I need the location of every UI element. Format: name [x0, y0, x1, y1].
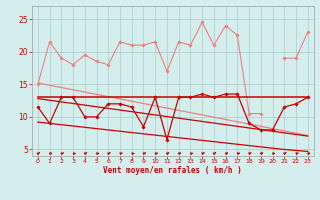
X-axis label: Vent moyen/en rafales ( km/h ): Vent moyen/en rafales ( km/h ): [103, 166, 242, 175]
